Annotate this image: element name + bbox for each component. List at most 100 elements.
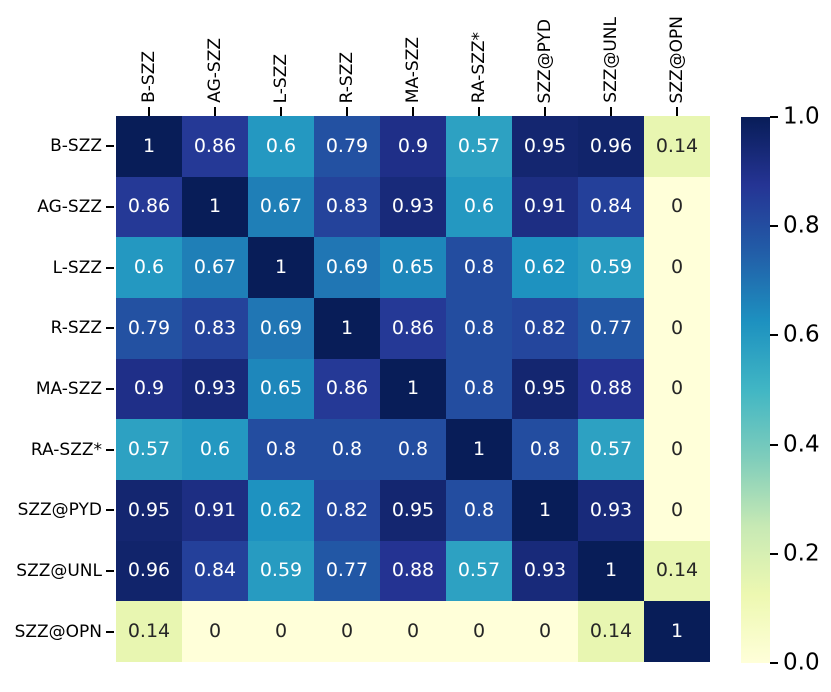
heatmap-cell: 0.62 [248, 480, 314, 541]
x-axis-label: AG-SZZ [205, 38, 225, 103]
y-tick-mark [106, 388, 114, 390]
heatmap-cell: 0.79 [314, 116, 380, 177]
y-axis-label: L-SZZ [52, 257, 102, 278]
x-axis-label: RA-SZZ* [469, 31, 489, 103]
x-tick-mark [280, 107, 282, 116]
x-axis-label: SZZ@PYD [535, 18, 555, 103]
heatmap-cell: 0 [644, 480, 710, 541]
colorbar-tick-label: 0.8 [783, 212, 820, 239]
y-axis-label: SZZ@OPN [14, 621, 102, 642]
x-tick-mark [214, 107, 216, 116]
heatmap-cell: 0.9 [380, 116, 446, 177]
heatmap-cell: 0.82 [314, 480, 380, 541]
x-tick-mark [346, 107, 348, 116]
heatmap-cell: 0.86 [182, 116, 248, 177]
colorbar-gradient [741, 117, 770, 663]
heatmap-cell: 0.9 [116, 358, 182, 420]
heatmap-cell: 1 [314, 298, 380, 359]
y-tick-mark [106, 327, 114, 330]
heatmap-cell: 0.69 [314, 237, 380, 298]
heatmap-cell: 0.93 [512, 540, 578, 602]
heatmap-cell: 0.14 [644, 116, 710, 177]
heatmap-cell: 0.65 [380, 237, 446, 298]
heatmap-cell: 0.57 [446, 540, 512, 602]
heatmap-cell: 0.65 [248, 358, 314, 420]
heatmap-cell: 0.88 [380, 540, 446, 602]
heatmap-cell: 0.83 [182, 298, 248, 359]
heatmap-cell: 0 [248, 601, 314, 662]
heatmap-cell: 0.8 [314, 419, 380, 480]
y-axis-label: B-SZZ [50, 136, 102, 157]
heatmap-cell: 0.84 [182, 540, 248, 602]
colorbar-tick-mark [770, 662, 778, 664]
heatmap-cell: 0.95 [380, 480, 446, 541]
heatmap-cell: 0.6 [182, 419, 248, 480]
heatmap-cell: 0 [314, 601, 380, 662]
heatmap-cell: 0.88 [578, 358, 644, 420]
x-axis-label: B-SZZ [139, 51, 159, 103]
y-tick-mark [106, 448, 114, 451]
colorbar-tick-mark [770, 552, 778, 555]
heatmap-cell: 0.93 [578, 480, 644, 541]
x-axis-label: SZZ@UNL [601, 17, 621, 103]
heatmap-cell: 0.83 [314, 176, 380, 238]
y-tick-mark [106, 145, 114, 148]
heatmap-cell: 0.6 [446, 176, 512, 238]
heatmap-cell: 0.62 [512, 237, 578, 298]
colorbar-tick-label: 0.2 [783, 540, 820, 567]
heatmap-cell: 0.59 [578, 237, 644, 298]
x-tick-mark [544, 107, 546, 116]
y-tick-mark [106, 266, 114, 269]
heatmap-cell: 0.8 [380, 419, 446, 480]
heatmap-cell: 0.95 [512, 116, 578, 177]
x-axis-label: SZZ@OPN [667, 15, 687, 103]
heatmap-cell: 0.8 [446, 358, 512, 420]
heatmap-grid: 1 0.86 0.6 0.79 0.9 0.57 0.95 0.96 0.14 0.86 1 0.67… [116, 116, 710, 662]
heatmap-cell: 0 [644, 176, 710, 238]
colorbar-tick-mark [770, 116, 778, 118]
heatmap-cell: 0.95 [116, 480, 182, 541]
heatmap-cell: 0 [182, 601, 248, 662]
heatmap-cell: 0.77 [578, 298, 644, 359]
colorbar-tick-mark [770, 225, 778, 228]
heatmap-cell: 0.95 [512, 358, 578, 420]
heatmap-cell: 0.67 [182, 237, 248, 298]
heatmap-cell: 0.77 [314, 540, 380, 602]
heatmap-cell: 0.91 [512, 176, 578, 238]
y-tick-mark [106, 206, 114, 208]
heatmap-cell: 0 [380, 601, 446, 662]
x-tick-mark [610, 107, 612, 116]
heatmap-cell: 0.57 [116, 419, 182, 480]
colorbar-tick-label: 1.0 [783, 103, 820, 130]
colorbar-tick-label: 0.6 [783, 321, 820, 348]
heatmap-cell: 0 [644, 237, 710, 298]
y-axis-label: SZZ@UNL [16, 561, 102, 581]
heatmap-cell: 0.67 [248, 176, 314, 238]
colorbar-tick-mark [770, 443, 778, 446]
heatmap-cell: 0 [644, 358, 710, 420]
x-tick-mark [676, 107, 678, 116]
heatmap-cell: 0.96 [578, 116, 644, 177]
heatmap-cell: 0.91 [182, 480, 248, 541]
heatmap-cell: 0.57 [578, 419, 644, 480]
heatmap-cell: 0 [446, 601, 512, 662]
y-axis-label: SZZ@PYD [17, 500, 102, 521]
y-axis-label: MA-SZZ [35, 379, 102, 399]
heatmap-cell: 1 [512, 480, 578, 541]
heatmap-cell: 0.8 [446, 480, 512, 541]
x-tick-mark [478, 107, 480, 116]
heatmap-cell: 0.8 [446, 237, 512, 298]
heatmap-cell: 0.69 [248, 298, 314, 359]
heatmap-cell: 1 [578, 540, 644, 602]
heatmap-cell: 1 [644, 601, 710, 662]
heatmap-cell: 0.14 [644, 540, 710, 602]
y-tick-mark [106, 630, 114, 633]
x-axis-label: MA-SZZ [403, 36, 423, 103]
heatmap-cell: 1 [380, 358, 446, 420]
heatmap-cell: 0.6 [116, 237, 182, 298]
x-tick-mark [412, 107, 414, 116]
heatmap-cell: 0.14 [578, 601, 644, 662]
y-axis-label: R-SZZ [50, 318, 102, 339]
heatmap-cell: 0 [512, 601, 578, 662]
